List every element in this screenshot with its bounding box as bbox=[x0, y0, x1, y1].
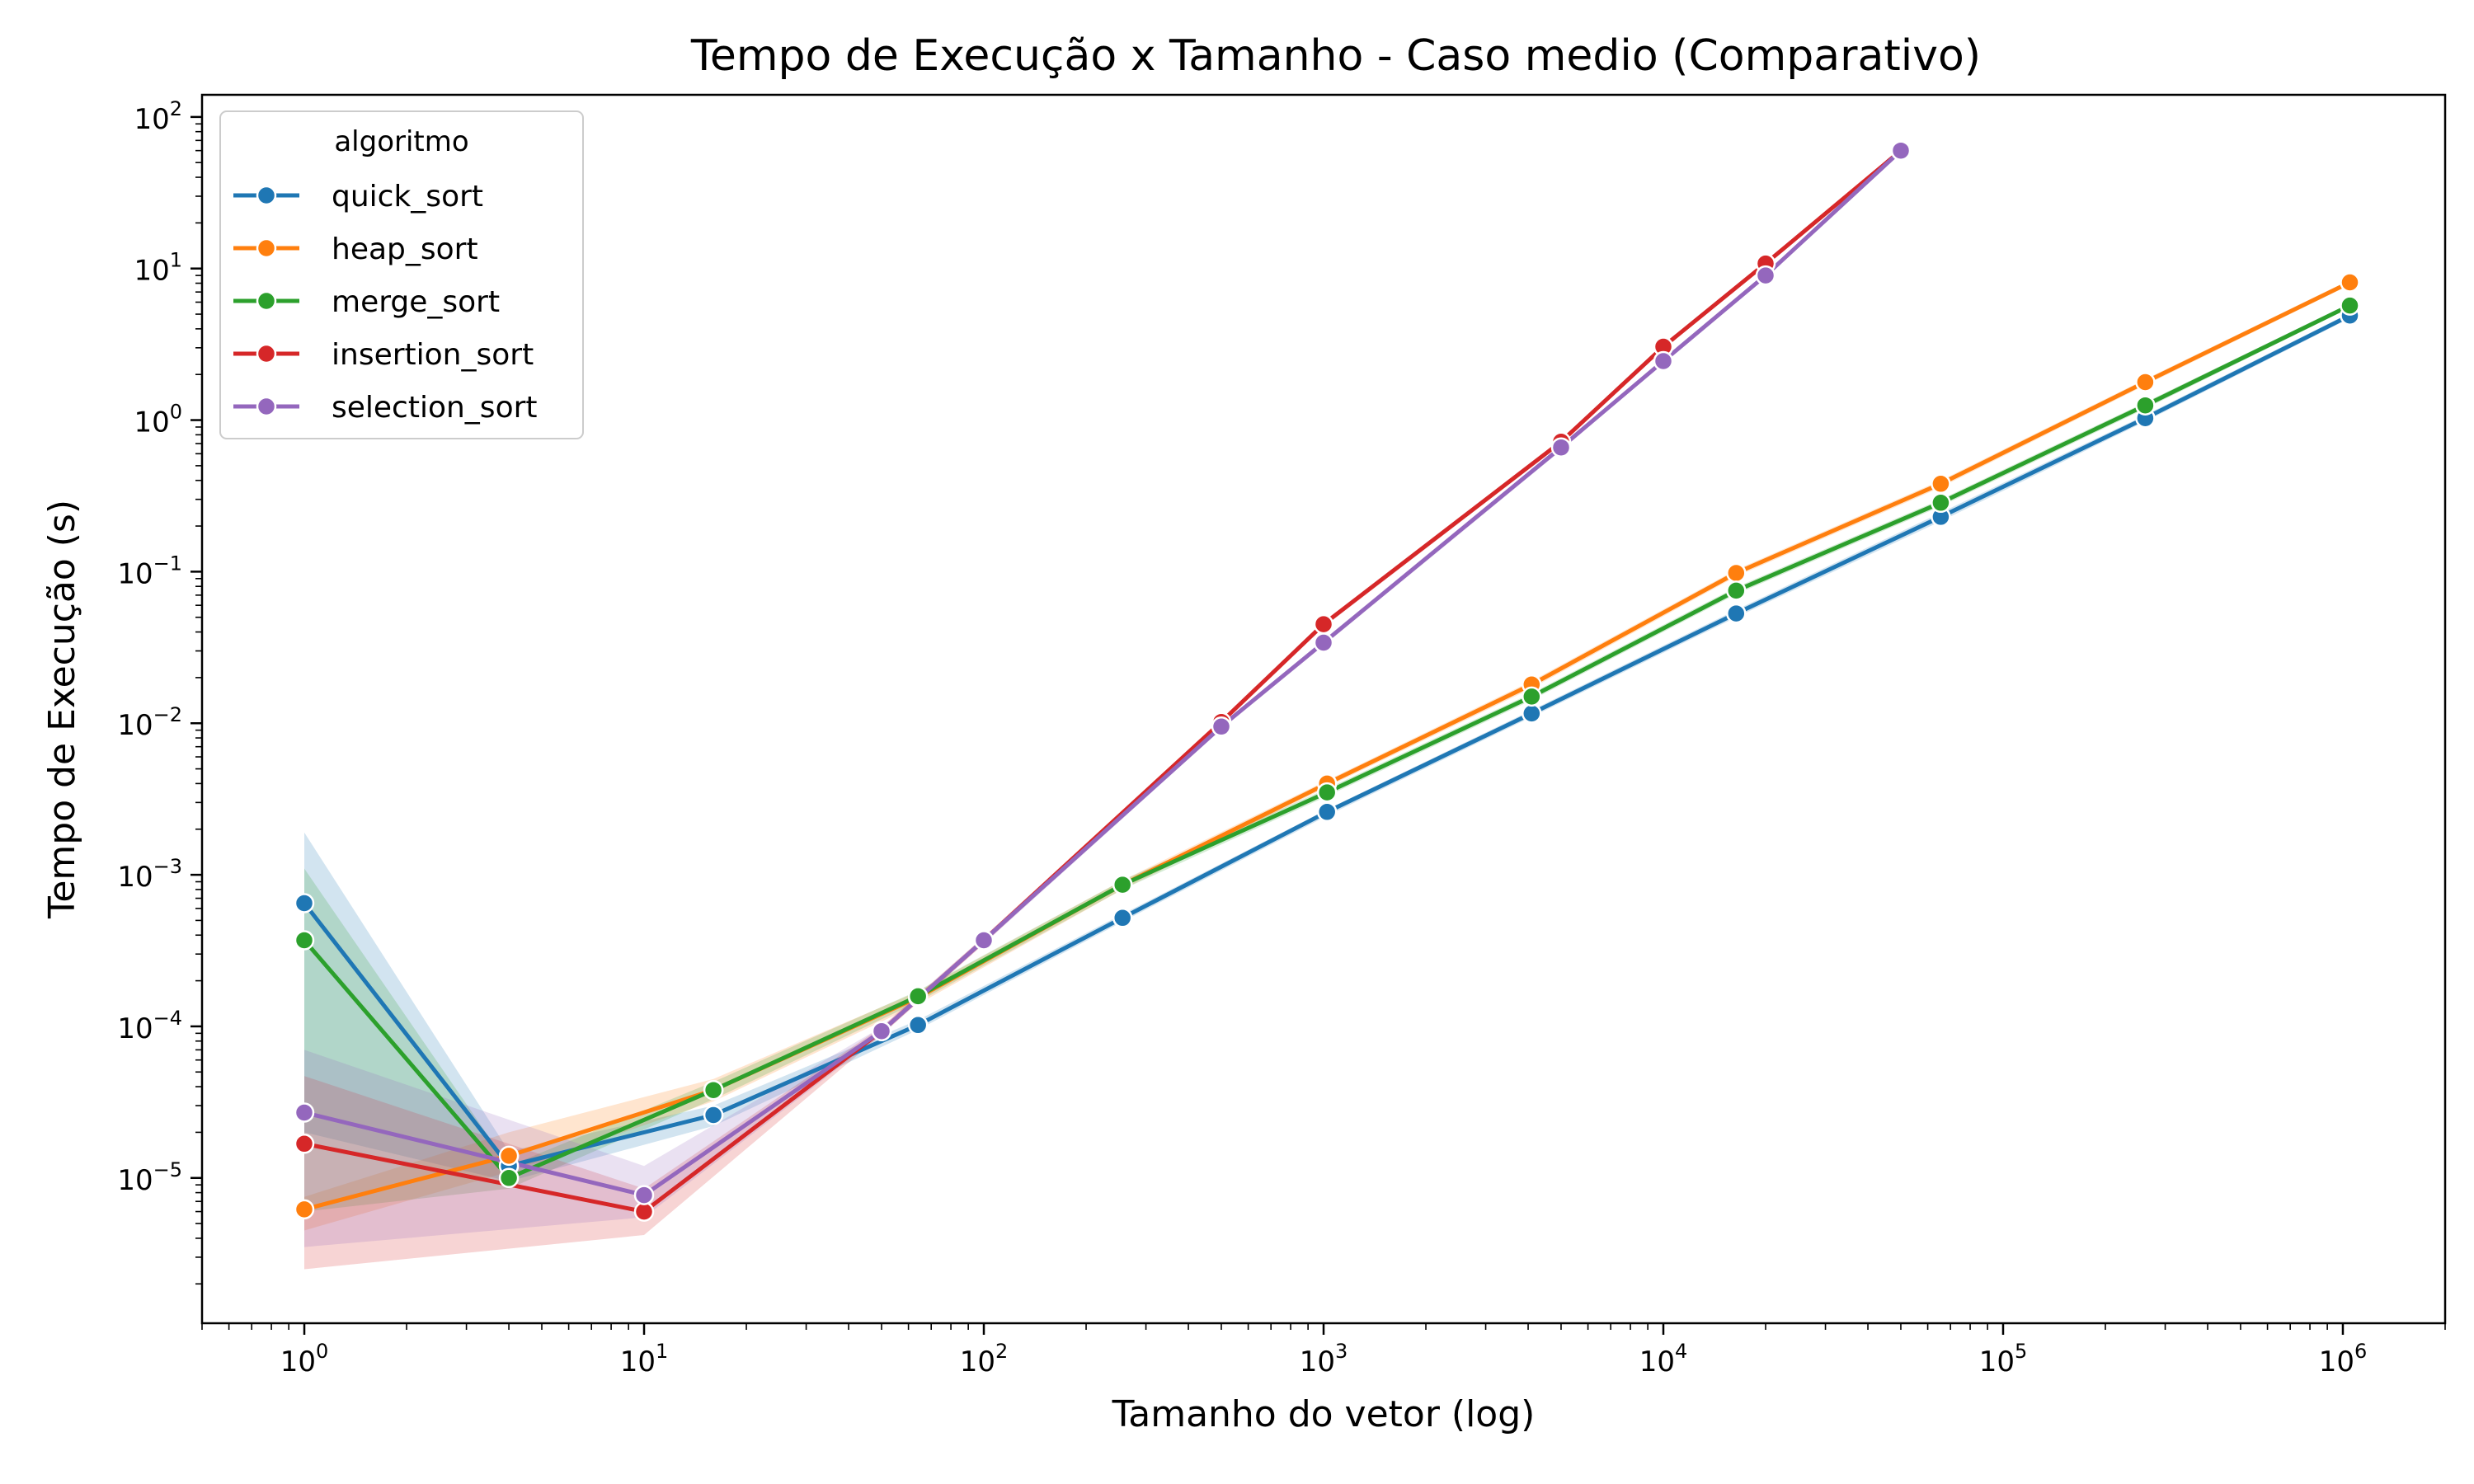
quick_sort-point bbox=[1112, 908, 1133, 928]
insertion_sort-legend-label: insertion_sort bbox=[332, 338, 534, 372]
heap_sort-legend-label: heap_sort bbox=[332, 232, 478, 266]
selection_sort-legend-label: selection_sort bbox=[332, 391, 538, 425]
selection_sort-band bbox=[304, 148, 1901, 1247]
heap_sort-legend-marker bbox=[256, 237, 277, 259]
heap_sort-point bbox=[294, 1199, 315, 1220]
insertion_sort-point bbox=[294, 1134, 315, 1154]
y-axis: 10−5 10−4 10−3 10−2 10−1 100 101 102 bbox=[117, 97, 202, 1285]
merge_sort-point bbox=[1726, 580, 1747, 601]
heap_sort-point bbox=[2340, 272, 2360, 293]
series-lines bbox=[303, 148, 2351, 1214]
x-tick-label: 106 bbox=[2319, 1340, 2368, 1378]
y-tick-label: 10−1 bbox=[117, 552, 182, 590]
chart-title: Tempo de Execução x Tamanho - Caso medio… bbox=[690, 31, 1981, 81]
selection_sort-line bbox=[303, 148, 1903, 1198]
merge_sort-point bbox=[294, 930, 315, 951]
series-points bbox=[294, 140, 2360, 1222]
selection_sort-point bbox=[973, 930, 995, 951]
y-tick-label: 100 bbox=[134, 401, 182, 439]
legend: algoritmo quick_sort heap_sort merge_sorti… bbox=[219, 110, 584, 439]
insertion_sort-band bbox=[304, 148, 1901, 1270]
merge_sort-point bbox=[1931, 492, 1951, 514]
insertion_sort-point bbox=[1313, 613, 1334, 635]
selection_sort-point bbox=[1653, 350, 1674, 372]
quick_sort-legend-label: quick_sort bbox=[332, 180, 483, 214]
quick_sort-band bbox=[304, 312, 2350, 1181]
merge_sort-point bbox=[2135, 395, 2156, 416]
x-tick-label: 102 bbox=[960, 1340, 1009, 1378]
heap_sort-point bbox=[1726, 562, 1747, 584]
selection_sort-point bbox=[1890, 140, 1912, 161]
selection_sort-point bbox=[1550, 437, 1572, 458]
x-axis: 100 101 102 103 104 105 106 bbox=[201, 1323, 2446, 1378]
legend-title: algoritmo bbox=[334, 125, 468, 158]
merge_sort-line bbox=[303, 303, 2351, 1181]
x-axis-label: Tamanho do vetor (log) bbox=[1112, 1393, 1536, 1435]
quick_sort-point bbox=[907, 1015, 929, 1036]
heap_sort-point bbox=[2135, 372, 2156, 392]
selection_sort-point bbox=[1211, 716, 1232, 737]
y-axis-label: Tempo de Execução (s) bbox=[41, 500, 83, 919]
insertion_sort-legend-marker bbox=[256, 343, 277, 364]
heap_sort-point bbox=[498, 1145, 520, 1167]
merge_sort-point bbox=[1316, 782, 1338, 803]
y-tick-label: 102 bbox=[134, 97, 182, 136]
selection_sort-point bbox=[633, 1185, 655, 1205]
confidence-bands bbox=[304, 148, 2350, 1270]
legend-box bbox=[219, 110, 584, 439]
merge_sort-point bbox=[1522, 686, 1542, 707]
merge_sort-point bbox=[498, 1167, 520, 1189]
selection_sort-point bbox=[1313, 632, 1334, 653]
selection_sort-point bbox=[1755, 265, 1776, 286]
merge_sort-legend-marker bbox=[256, 290, 277, 312]
quick_sort-point bbox=[1316, 801, 1338, 823]
y-tick-label: 10−4 bbox=[117, 1007, 182, 1045]
selection_sort-point bbox=[294, 1102, 315, 1123]
merge_sort-legend-label: merge_sort bbox=[332, 285, 500, 319]
y-tick-label: 10−3 bbox=[117, 855, 182, 894]
quick_sort-point bbox=[703, 1105, 724, 1125]
heap_sort-point bbox=[1931, 473, 1951, 495]
y-tick-label: 101 bbox=[134, 249, 182, 288]
insertion_sort-line bbox=[303, 148, 1903, 1214]
merge_sort-band bbox=[304, 303, 2350, 1212]
merge_sort-point bbox=[1112, 874, 1133, 895]
quick_sort-point bbox=[1726, 603, 1747, 624]
heap_sort-line bbox=[303, 280, 2351, 1212]
selection_sort-point bbox=[871, 1021, 892, 1041]
quick_sort-line bbox=[303, 313, 2351, 1168]
merge_sort-point bbox=[703, 1079, 724, 1101]
quick_sort-point bbox=[294, 893, 315, 913]
heap_sort-band bbox=[304, 279, 2350, 1231]
selection_sort-legend-marker bbox=[256, 396, 277, 417]
merge_sort-point bbox=[2340, 295, 2360, 316]
x-tick-label: 105 bbox=[1979, 1340, 2028, 1378]
quick_sort-point bbox=[1522, 703, 1542, 724]
x-tick-label: 103 bbox=[1300, 1340, 1348, 1378]
insertion_sort-point bbox=[633, 1201, 655, 1222]
x-tick-label: 100 bbox=[280, 1340, 329, 1378]
quick_sort-legend-marker bbox=[256, 185, 277, 206]
y-tick-label: 10−2 bbox=[117, 703, 182, 742]
merge_sort-point bbox=[907, 986, 929, 1007]
y-tick-label: 10−5 bbox=[117, 1158, 182, 1197]
x-tick-label: 104 bbox=[1639, 1340, 1688, 1378]
x-tick-label: 101 bbox=[620, 1340, 669, 1378]
